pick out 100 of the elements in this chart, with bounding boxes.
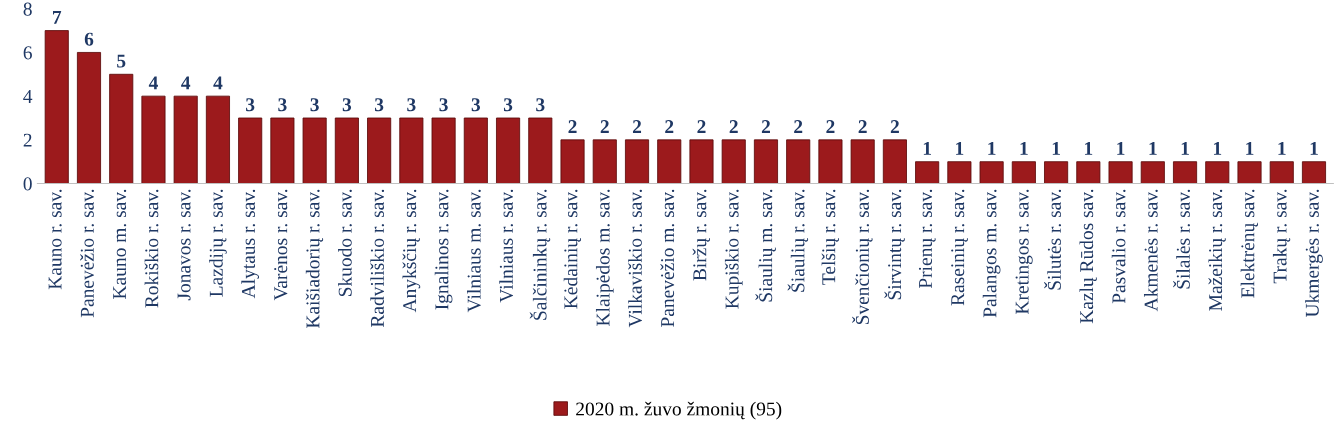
x-tick-label: Šilutės r. sav. [1044,189,1062,290]
data-label: 2 [826,120,835,133]
data-label: 2 [729,120,738,133]
bar [141,95,166,184]
x-tick-label: Trakų r. sav. [1272,189,1291,284]
x-tick-label: Rokiškio r. sav. [144,189,159,308]
bar [1108,161,1133,184]
data-label: 2 [600,120,609,133]
bar [463,117,488,184]
x-tick-label: Prienų r. sav. [918,189,936,289]
bar [818,139,843,184]
data-label: 3 [503,98,513,112]
data-label: 2 [665,120,674,133]
data-label: 3 [374,98,384,112]
x-tick-label: Pasvalio r. sav. [1111,189,1126,304]
y-tick-label: 4 [23,90,33,103]
x-tick-label: Kazlų Rūdos sav. [1079,189,1097,324]
bar [624,139,650,184]
data-label: 6 [84,32,94,46]
x-tick-label: Telšių r. sav. [821,189,839,285]
data-label: 2 [858,120,867,133]
bar [270,117,295,184]
data-label: 1 [1020,141,1028,155]
data-label: 3 [536,98,545,112]
bar [592,139,617,184]
x-tick-label: Šiaulių r. sav. [787,189,809,292]
data-label: 1 [1117,141,1125,155]
bar [721,139,746,184]
data-label: 1 [1149,141,1157,155]
bar [431,117,456,184]
bar [44,30,69,184]
x-tick-label: Akmenės r. sav. [1143,189,1158,312]
data-label: 1 [1052,141,1060,155]
bar [76,52,102,184]
y-tick-label: 0 [23,177,32,191]
bar [1011,161,1036,184]
bar [1269,161,1294,184]
bar [367,117,392,184]
bar [1301,161,1327,184]
bar [915,161,940,184]
x-tick-label: Alytaus r. sav. [241,189,260,299]
x-tick-label: Šilalės r. sav. [1173,189,1190,289]
data-label: 3 [278,98,287,112]
data-label: 2 [794,120,803,133]
x-tick-label: Kupiškio r. sav. [724,189,743,309]
x-tick-label: Kretingos r. sav. [1015,189,1033,315]
data-label: 3 [471,98,481,112]
bar [334,117,359,184]
x-tick-label: Širvintų r. sav. [884,189,905,300]
data-label: 1 [923,141,931,155]
data-label: 1 [1278,141,1286,155]
x-tick-label: Kauno m. sav. [113,189,127,299]
x-tick-label: Anykščių r. sav. [402,189,421,313]
data-label: 1 [1213,141,1222,155]
x-tick-label: Palangos m. sav. [982,189,1001,318]
data-label: 1 [1085,141,1093,155]
x-tick-label: Kaišiadorių r. sav. [305,189,324,329]
legend-label: 2020 m. žuvo žmonių (95) [576,401,782,420]
x-tick-label: Šalčininkų r. sav. [529,189,551,320]
bar [205,95,230,184]
data-label: 3 [342,98,352,112]
x-tick-label: Vilkaviškio r. sav. [628,189,642,328]
x-tick-label: Šiaulių m. sav. [755,189,776,302]
bar [979,161,1004,184]
bar [302,117,327,184]
x-tick-label: Kėdainių r. sav. [563,189,582,309]
bar [1205,161,1230,184]
data-label: 2 [761,120,770,133]
bar [947,161,972,184]
data-label: 1 [956,141,964,155]
data-label: 5 [117,54,126,68]
bar [1140,161,1165,184]
x-tick-label: Kauno r. sav. [48,189,62,290]
x-tick-label: Raseinių r. sav. [951,189,968,306]
data-label: 4 [213,76,223,90]
data-label: 3 [310,98,319,112]
x-tick-label: Skuodo r. sav. [338,189,352,297]
bar [399,117,424,184]
data-label: 1 [988,141,996,155]
y-tick-label: 2 [23,133,32,147]
data-label: 2 [697,120,706,133]
bar [1076,161,1101,184]
data-label: 3 [439,98,448,112]
data-label: 2 [890,120,899,133]
bar [689,139,714,184]
x-tick-label: Mažeikių r. sav. [1208,189,1226,311]
y-tick-label: 8 [23,2,32,16]
data-label: 3 [246,98,255,112]
y-tick-label: 6 [23,46,32,60]
x-tick-label: Radviliškio r. sav. [370,189,385,328]
bar [786,139,811,184]
x-tick-label: Vilniaus m. sav. [467,189,481,313]
x-tick-label: Ukmergės r. sav. [1305,189,1323,318]
bar [1044,161,1069,184]
bar [496,117,521,184]
x-tick-label: Švenčionių r. sav. [852,189,873,325]
x-tick-label: Panevėžio m. sav. [660,189,675,327]
data-label: 4 [181,76,191,90]
x-tick-label: Jonavos r. sav. [177,189,191,301]
bar [753,139,778,184]
